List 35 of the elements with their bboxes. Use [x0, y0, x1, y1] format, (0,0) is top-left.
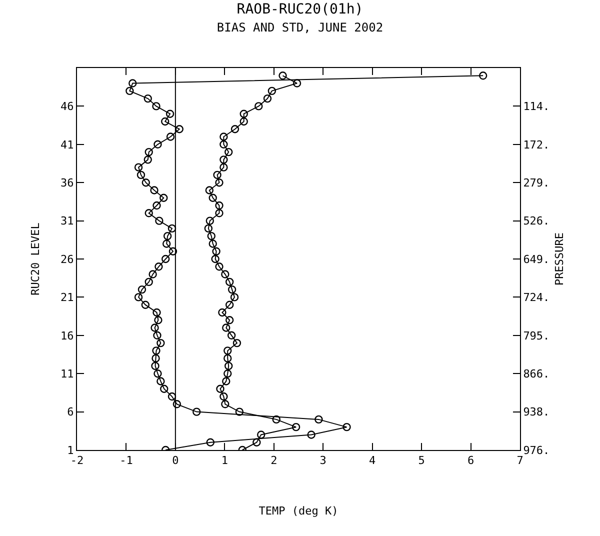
y-tick-label: 11: [60, 367, 74, 380]
y-tick-label: 21: [60, 291, 74, 304]
x-tick-label: 1: [221, 454, 228, 468]
x-tick-label: 0: [172, 454, 179, 468]
y-axis-title: RUC20 LEVEL: [29, 222, 42, 296]
chart-subtitle: BIAS AND STD, JUNE 2002: [216, 20, 384, 35]
y-tick-label: 31: [60, 214, 74, 228]
y-tick-label: 16: [60, 329, 74, 342]
y-tick-label: 36: [60, 176, 74, 190]
category-label: 649.: [523, 252, 550, 266]
x-tick-label: 4: [369, 454, 376, 468]
x-tick-label: 6: [467, 454, 474, 468]
category-label: 279.: [523, 176, 550, 190]
category-label: 172.: [523, 138, 550, 152]
x-tick-label: 2: [270, 454, 278, 468]
y-tick-label: 46: [60, 100, 74, 114]
category-label: 795.: [523, 329, 550, 342]
category-label: 866.: [523, 367, 550, 380]
y-tick-label: 6: [67, 406, 74, 419]
x-axis-title: TEMP (deg K): [258, 504, 338, 518]
category-label: 526.: [523, 214, 550, 228]
y2-axis-title: PRESSURE: [552, 232, 566, 286]
y-tick-label: 26: [60, 252, 74, 266]
y-tick-label: 41: [60, 138, 74, 152]
category-label: 938.: [523, 406, 550, 419]
x-tick-label: 5: [418, 454, 425, 468]
chart-title: RAOB-RUC20(01h): [236, 1, 364, 18]
category-label: 114.: [523, 100, 550, 114]
x-tick-label: 3: [320, 454, 326, 468]
x-tick-label: -2: [70, 454, 84, 468]
x-tick-label: -1: [120, 454, 133, 468]
category-label: 724.: [523, 291, 550, 304]
x-tick-label: 7: [516, 454, 524, 468]
category-label: 976.: [523, 444, 550, 457]
y-tick-label: 1: [67, 444, 74, 457]
